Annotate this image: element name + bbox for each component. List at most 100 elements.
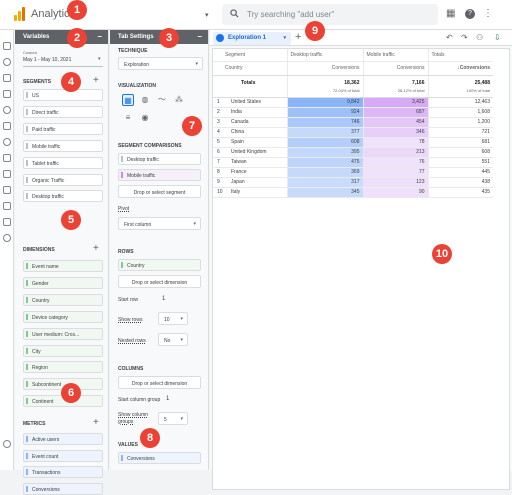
segment-chip[interactable]: Organic Traffic: [23, 173, 103, 186]
share-icon[interactable]: ⚇: [476, 33, 484, 42]
metric-chip[interactable]: Transactions: [23, 466, 103, 478]
metric-chip[interactable]: Conversions: [23, 482, 103, 495]
mobile-value: 454: [362, 117, 428, 128]
conversions-header-totals[interactable]: ↓Conversions: [427, 61, 493, 76]
explore-icon[interactable]: [3, 202, 11, 210]
total-value: 681: [427, 137, 493, 148]
table-row[interactable]: 1 United States 9,842 3,425 12,463: [213, 97, 493, 108]
callout-badge-7: 7: [182, 116, 202, 136]
segment-chip[interactable]: Mobile traffic: [23, 139, 103, 152]
metric-chip[interactable]: Event count: [23, 449, 103, 462]
tab-menu-caret-icon[interactable]: ▾: [283, 35, 286, 41]
tab-bar: Exploration 1 ▾ + ↶ ↷ ⚇ ⇩: [210, 30, 512, 46]
show-rows-select[interactable]: 10 ▾: [158, 312, 188, 325]
start-column-group-label: Start column group: [118, 397, 161, 403]
drop-segment-target[interactable]: Drop or select segment: [118, 185, 201, 198]
nested-rows-label: Nested rows: [118, 338, 146, 344]
analytics-logo-icon[interactable]: [14, 7, 26, 21]
audiences-icon[interactable]: [3, 234, 11, 242]
collapse-variables-button[interactable]: –: [97, 32, 102, 41]
start-column-group-input[interactable]: 1: [166, 396, 170, 402]
tab-exploration-1[interactable]: Exploration 1 ▾: [213, 32, 291, 45]
segment-chip[interactable]: Desktop traffic: [23, 190, 103, 203]
conversions-icon[interactable]: [3, 186, 11, 194]
events-icon[interactable]: [3, 170, 11, 178]
undo-icon[interactable]: ↶: [446, 33, 453, 42]
dimension-chip[interactable]: City: [23, 344, 103, 357]
line-viz-icon[interactable]: 〜: [158, 95, 166, 104]
mobile-value: 213: [362, 147, 428, 158]
more-options-icon[interactable]: ⋮: [483, 8, 493, 19]
apps-grid-icon[interactable]: ▦: [446, 8, 456, 19]
technique-select[interactable]: Exploration ▾: [118, 57, 203, 70]
table-row[interactable]: 9 Japan 317 123 438: [213, 177, 493, 188]
acquisition-icon[interactable]: [3, 74, 11, 82]
pivot-label: Pivot: [118, 206, 130, 212]
realtime-icon[interactable]: [3, 58, 11, 66]
dimension-chip[interactable]: Region: [23, 361, 103, 374]
metric-chip[interactable]: Active users: [23, 433, 103, 445]
row-chip-country[interactable]: Country: [118, 259, 201, 271]
table-row[interactable]: 10 Italy 345 90 435: [213, 187, 493, 198]
table-row[interactable]: 6 United Kingdom 395 213 608: [213, 147, 493, 158]
help-icon[interactable]: ?: [465, 9, 475, 19]
country-header[interactable]: Country: [213, 61, 287, 76]
segment-chip[interactable]: Paid traffic: [23, 122, 103, 135]
admin-gear-icon[interactable]: [3, 440, 11, 448]
engagement-icon[interactable]: [3, 90, 11, 98]
table-row[interactable]: 8 France 369 77 445: [213, 167, 493, 178]
table-viz-icon[interactable]: ▦: [122, 94, 134, 106]
geo-map-viz-icon[interactable]: ◉: [141, 113, 149, 122]
date-range-value[interactable]: May 1 - May 10, 2021: [23, 57, 72, 63]
conversions-header-desktop[interactable]: Conversions: [286, 61, 363, 76]
segment-chip[interactable]: Direct traffic: [23, 105, 103, 118]
segment-chip[interactable]: US: [23, 89, 103, 101]
start-row-input[interactable]: 1: [162, 296, 166, 302]
desktop-value: 395: [286, 147, 363, 158]
conversions-header-mobile[interactable]: Conversions: [362, 61, 428, 76]
table-row[interactable]: 3 Canada 746 454 1,200: [213, 117, 493, 128]
table-row[interactable]: 5 Spain 608 78 681: [213, 137, 493, 148]
search-input[interactable]: Try searching "add user": [222, 4, 438, 25]
date-range-caret-icon[interactable]: ▾: [98, 56, 101, 62]
drop-row-dimension-target[interactable]: Drop or select dimension: [118, 275, 201, 288]
demographics-icon[interactable]: [3, 138, 11, 146]
scatter-viz-icon[interactable]: ⁂: [175, 95, 183, 104]
collapse-tab-settings-button[interactable]: –: [197, 32, 202, 41]
pivot-value: First column: [124, 222, 152, 228]
segment-chip[interactable]: Tablet traffic: [23, 156, 103, 169]
table-row[interactable]: 2 India 924 687 1,608: [213, 107, 493, 118]
configure-icon[interactable]: [3, 218, 11, 226]
nested-rows-select[interactable]: No ▾: [158, 333, 188, 346]
table-row[interactable]: 7 Taiwan 475 76 551: [213, 157, 493, 168]
metrics-label: METRICS: [23, 421, 46, 427]
row-number: 6: [217, 149, 220, 155]
retention-icon[interactable]: [3, 122, 11, 130]
home-icon[interactable]: [3, 42, 11, 50]
drop-column-dimension-target[interactable]: Drop or select dimension: [118, 376, 201, 389]
account-selector-caret-icon[interactable]: ▾: [205, 12, 209, 19]
monetization-icon[interactable]: [3, 106, 11, 114]
add-segment-icon[interactable]: +: [93, 75, 99, 86]
dimension-chip[interactable]: Device category: [23, 310, 103, 323]
add-tab-button[interactable]: +: [295, 31, 302, 43]
table-row[interactable]: 4 China 377 346 721: [213, 127, 493, 138]
value-chip-conversions[interactable]: Conversions: [118, 452, 201, 464]
dimension-chip[interactable]: Gender: [23, 276, 103, 289]
bar-viz-icon[interactable]: ≡: [125, 113, 131, 122]
tech-icon[interactable]: [3, 154, 11, 162]
redo-icon[interactable]: ↷: [461, 33, 468, 42]
add-dimension-icon[interactable]: +: [93, 243, 99, 254]
comparison-chip-mobile[interactable]: Mobile traffic: [118, 169, 201, 181]
show-column-groups-select[interactable]: 5 ▾: [158, 412, 188, 425]
app-title[interactable]: Analytics: [31, 8, 76, 20]
dimension-chip[interactable]: Country: [23, 293, 103, 306]
desktop-value: 369: [286, 167, 363, 178]
dimension-chip[interactable]: Event name: [23, 260, 103, 272]
donut-viz-icon[interactable]: ◍: [141, 95, 149, 104]
pivot-select[interactable]: First column ▾: [118, 217, 201, 230]
add-metric-icon[interactable]: +: [93, 417, 99, 428]
dimension-chip[interactable]: User medium: Cros...: [23, 327, 103, 340]
export-icon[interactable]: ⇩: [494, 33, 501, 42]
comparison-chip-desktop[interactable]: Desktop traffic: [118, 153, 201, 165]
